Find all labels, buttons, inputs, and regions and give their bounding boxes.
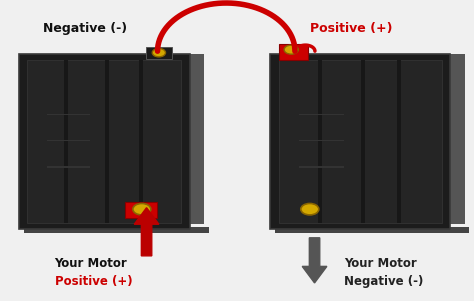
Bar (146, 47, 172, 59)
Text: Your Motor: Your Motor (55, 257, 127, 270)
Bar (19, 54, 190, 229)
Bar (275, 227, 469, 233)
Text: Positive (+): Positive (+) (310, 22, 392, 35)
Bar (362, 60, 365, 223)
Bar (27, 60, 181, 223)
Bar (125, 202, 157, 218)
Bar (64, 60, 68, 223)
Bar (270, 54, 450, 229)
Text: Positive (+): Positive (+) (55, 275, 132, 288)
Text: Negative (-): Negative (-) (43, 22, 128, 35)
Bar (398, 60, 401, 223)
Bar (47, 114, 90, 115)
Bar (24, 227, 209, 233)
Bar (279, 44, 308, 60)
Circle shape (284, 45, 298, 54)
Bar (299, 166, 344, 168)
Circle shape (152, 48, 165, 57)
Bar (47, 166, 90, 168)
Bar (318, 60, 322, 223)
Bar (105, 60, 109, 223)
Text: Negative (-): Negative (-) (344, 275, 423, 288)
Bar (190, 54, 204, 224)
Bar (47, 140, 90, 141)
FancyArrow shape (134, 208, 159, 256)
Bar (279, 60, 442, 223)
Bar (299, 114, 344, 115)
FancyArrow shape (302, 238, 327, 283)
Bar (450, 54, 465, 224)
Bar (299, 140, 344, 141)
Circle shape (133, 203, 151, 215)
Text: Your Motor: Your Motor (344, 257, 416, 270)
Circle shape (301, 203, 319, 215)
Bar (139, 60, 143, 223)
